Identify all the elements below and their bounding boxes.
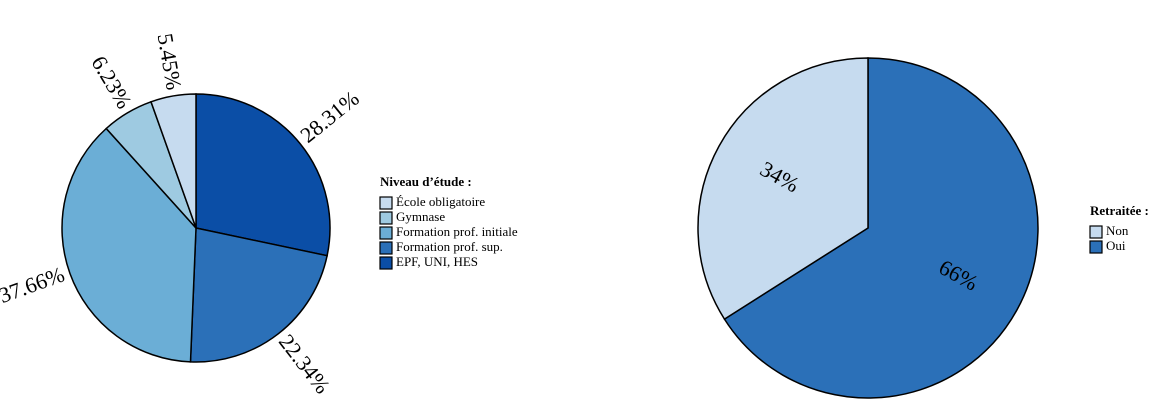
legend-swatch [379, 211, 393, 225]
pie-slice [195, 93, 331, 257]
slice-label: 5.45% [153, 32, 187, 92]
legend-swatch [379, 241, 393, 255]
pie-slice [697, 57, 869, 321]
legend-swatch [1089, 240, 1103, 254]
legend-label: École obligatoire [396, 194, 485, 209]
slice-label: 6.23% [86, 51, 137, 113]
legend-label: Non [1106, 223, 1129, 238]
legend-title: Retraitée : [1090, 203, 1149, 218]
slice-label: 22.34% [274, 329, 335, 398]
legend-swatch [379, 226, 393, 240]
pie-slice [189, 227, 328, 363]
legend-swatch [1089, 225, 1103, 239]
legend-label: EPF, UNI, HES [396, 254, 478, 269]
legend-label: Formation prof. sup. [396, 239, 503, 254]
legend-label: Formation prof. initiale [396, 224, 518, 239]
legend-label: Gymnase [396, 209, 445, 224]
legend-swatch [379, 256, 393, 270]
legend-label: Oui [1106, 238, 1126, 253]
slice-label: 37.66% [0, 261, 68, 308]
legend-swatch [379, 196, 393, 210]
legend-title: Niveau d’étude : [380, 174, 472, 189]
pie-slice [61, 127, 197, 363]
slice-label: 28.31% [295, 85, 363, 147]
pie-slice [723, 57, 1039, 399]
pie-slice [150, 93, 197, 229]
